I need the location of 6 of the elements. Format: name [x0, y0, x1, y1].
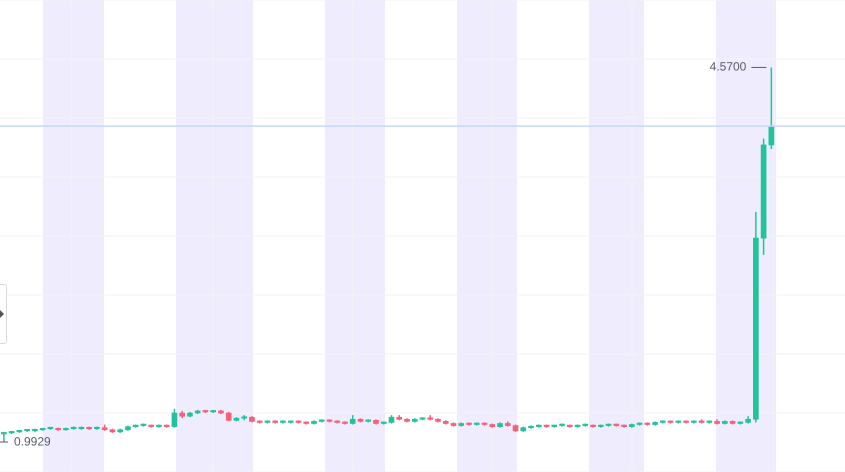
- candlestick: [768, 66, 774, 150]
- annotation: 0.9929: [14, 434, 52, 448]
- candlestick: [350, 414, 356, 426]
- candlestick: [226, 411, 232, 422]
- annotation: 4.5700: [710, 60, 747, 74]
- candlestick: [172, 408, 178, 428]
